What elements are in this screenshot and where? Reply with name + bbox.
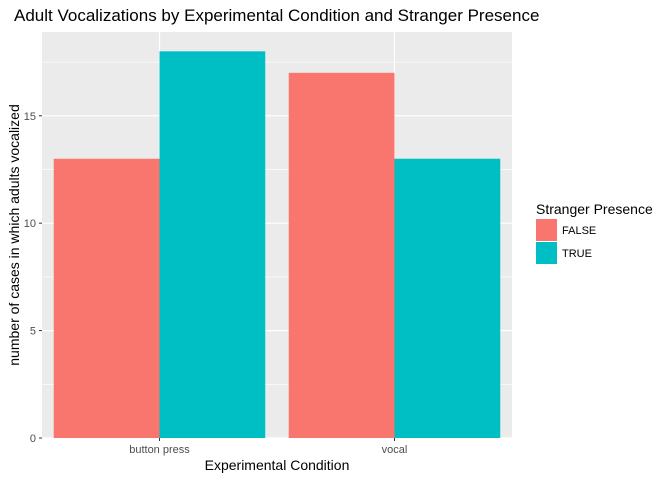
y-tick-label: 5 [30, 326, 36, 338]
legend: Stranger Presence FALSE TRUE [536, 201, 653, 264]
legend-label-true: TRUE [562, 248, 592, 260]
y-tick-label: 15 [24, 111, 36, 123]
x-tick-label: button press [129, 444, 190, 456]
y-tick-label: 10 [24, 218, 36, 230]
x-tick-label: vocal [382, 444, 408, 456]
bar-button-press-false [53, 158, 160, 439]
legend-key-false [536, 219, 557, 241]
bar-vocal-true [394, 158, 501, 439]
bars [53, 51, 501, 439]
chart-title: Adult Vocalizations by Experimental Cond… [14, 6, 539, 25]
bar-button-press-true [159, 51, 266, 438]
y-axis-title: number of cases in which adults vocalize… [6, 104, 22, 365]
legend-title: Stranger Presence [536, 201, 653, 217]
legend-key-true [536, 242, 557, 264]
y-tick-label: 0 [30, 433, 36, 445]
y-axis: 0 5 10 15 [24, 111, 42, 445]
legend-label-false: FALSE [562, 225, 596, 237]
x-axis-title: Experimental Condition [205, 457, 350, 473]
bar-vocal-false [288, 72, 395, 438]
x-axis: button press vocal [129, 438, 407, 456]
